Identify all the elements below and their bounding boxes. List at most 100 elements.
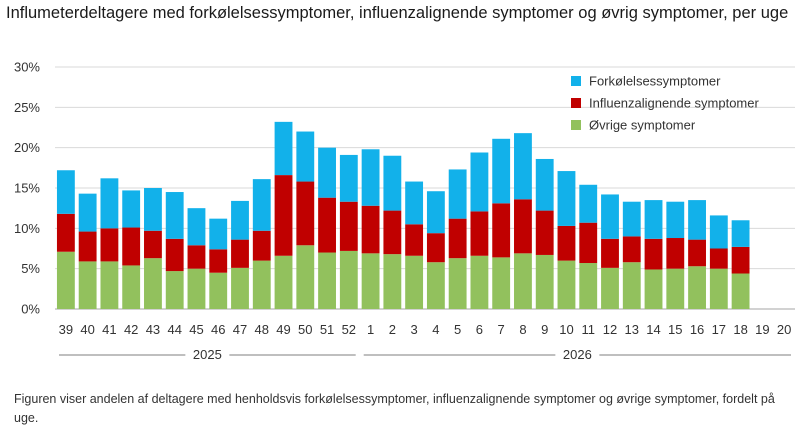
bar-segment bbox=[252, 260, 271, 309]
bar-segment bbox=[557, 225, 576, 261]
bar-segment bbox=[78, 261, 97, 309]
x-tick-label: 41 bbox=[102, 322, 116, 337]
bar-segment bbox=[122, 265, 141, 309]
bar-segment bbox=[231, 200, 249, 240]
bar-segment bbox=[666, 238, 685, 269]
bar-segment bbox=[666, 201, 685, 239]
bar-segment bbox=[731, 246, 750, 274]
x-tick-label: 3 bbox=[411, 322, 418, 337]
chart-title: Influmeterdeltagere med forkølelsessympt… bbox=[6, 4, 789, 22]
bar-segment bbox=[318, 252, 336, 309]
bar-segment bbox=[100, 228, 119, 262]
bar-segment bbox=[339, 201, 358, 251]
bar-segment bbox=[644, 200, 663, 239]
x-tick-label: 39 bbox=[59, 322, 73, 337]
bar-segment bbox=[274, 121, 293, 176]
x-tick-label: 47 bbox=[233, 322, 247, 337]
bar-segment bbox=[100, 178, 119, 229]
bar-segment bbox=[165, 192, 184, 239]
x-tick-label: 16 bbox=[690, 322, 704, 337]
bar-segment bbox=[274, 175, 293, 256]
x-tick-label: 49 bbox=[276, 322, 290, 337]
x-tick-label: 50 bbox=[298, 322, 312, 337]
bar-segment bbox=[361, 205, 380, 254]
x-tick-label: 7 bbox=[498, 322, 505, 337]
bar-segment bbox=[426, 191, 445, 234]
bar-segment bbox=[535, 210, 554, 255]
bar-segment bbox=[231, 267, 249, 309]
bar-segment bbox=[187, 268, 206, 309]
y-tick-label: 25% bbox=[14, 100, 40, 115]
bar-segment bbox=[470, 211, 489, 256]
bar-segment bbox=[405, 224, 424, 256]
bar-segment bbox=[557, 171, 576, 226]
bar-segment bbox=[252, 179, 271, 231]
bar-segment bbox=[492, 138, 511, 204]
bar-segment bbox=[470, 152, 489, 212]
figure-caption: Figuren viser andelen af deltagere med h… bbox=[14, 392, 775, 425]
x-tick-label: 9 bbox=[541, 322, 548, 337]
bar-segment bbox=[274, 255, 293, 309]
bar-segment bbox=[688, 239, 706, 267]
bar-segment bbox=[165, 271, 184, 309]
bar-segment bbox=[492, 203, 511, 258]
legend: Forkølelsessymptomer Influenzalignende sy… bbox=[571, 74, 759, 133]
year-label: 2026 bbox=[563, 347, 592, 362]
x-axis: 39 40 41 42 43 44 45 46 47 48 49 50 51 52 1 2 3 4 5 6 7 8 9 10 1… bbox=[59, 322, 792, 337]
bar-segment bbox=[535, 254, 554, 309]
bar-segment bbox=[187, 245, 206, 269]
bar-segment bbox=[209, 272, 228, 309]
x-tick-label: 40 bbox=[80, 322, 94, 337]
y-tick-label: 15% bbox=[14, 181, 40, 196]
bar-segment bbox=[492, 257, 511, 309]
y-axis: 0% 5% 10% 15% 20% 25% 30% bbox=[14, 60, 40, 317]
bar-segment bbox=[601, 194, 619, 239]
bar-segment bbox=[383, 155, 402, 211]
bar-segment bbox=[296, 245, 315, 309]
bar-segment bbox=[383, 254, 402, 309]
x-tick-label: 19 bbox=[755, 322, 769, 337]
bar-segment bbox=[56, 170, 75, 214]
x-tick-label: 42 bbox=[124, 322, 138, 337]
x-tick-label: 44 bbox=[167, 322, 181, 337]
bar-segment bbox=[144, 258, 162, 309]
bar-segment bbox=[339, 250, 358, 309]
bar-segment bbox=[731, 273, 750, 309]
x-tick-label: 2 bbox=[389, 322, 396, 337]
bar-segment bbox=[470, 255, 489, 309]
bar-segment bbox=[579, 263, 598, 309]
y-tick-label: 20% bbox=[14, 140, 40, 155]
bar-segment bbox=[318, 197, 336, 253]
year-groups: 2025 2026 bbox=[59, 347, 791, 362]
bar-segment bbox=[296, 131, 315, 182]
bar-segment bbox=[339, 154, 358, 202]
bar-segment bbox=[448, 258, 467, 309]
bar-segment bbox=[535, 158, 554, 211]
bar-segment bbox=[557, 260, 576, 309]
x-tick-label: 17 bbox=[712, 322, 726, 337]
bar-segment bbox=[644, 238, 663, 270]
bar-segment bbox=[361, 149, 380, 206]
bar-segment bbox=[709, 215, 728, 249]
bar-segment bbox=[731, 220, 750, 247]
bar-segment bbox=[122, 227, 141, 266]
x-tick-label: 12 bbox=[603, 322, 617, 337]
bar-segment bbox=[361, 253, 380, 309]
bar-segment bbox=[448, 169, 467, 219]
x-tick-label: 6 bbox=[476, 322, 483, 337]
y-tick-label: 0% bbox=[21, 302, 40, 317]
bar-segment bbox=[144, 230, 162, 259]
bar-segment bbox=[514, 253, 532, 309]
bar-segment bbox=[688, 266, 706, 309]
x-tick-label: 10 bbox=[559, 322, 573, 337]
bar-segment bbox=[187, 208, 206, 246]
legend-swatch bbox=[571, 76, 581, 86]
bar-segment bbox=[78, 193, 97, 232]
bar-segment bbox=[579, 222, 598, 264]
y-tick-label: 30% bbox=[14, 60, 40, 75]
bar-segment bbox=[709, 268, 728, 309]
bar-segment bbox=[644, 269, 663, 309]
bar-segment bbox=[601, 267, 619, 309]
x-tick-label: 5 bbox=[454, 322, 461, 337]
bar-segment bbox=[579, 184, 598, 223]
